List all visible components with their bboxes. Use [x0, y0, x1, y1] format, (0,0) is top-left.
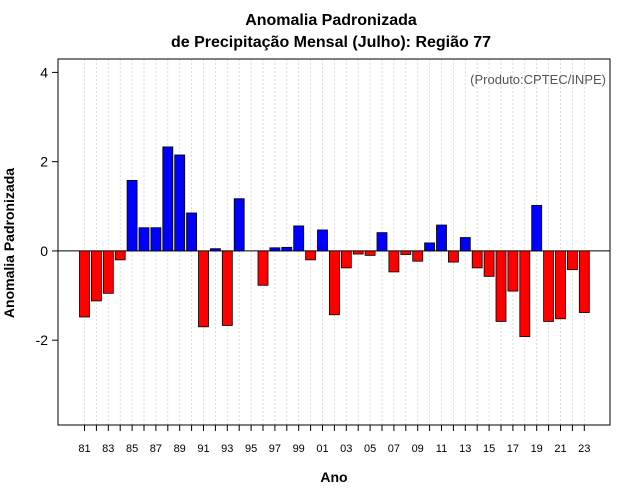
y-tick-label: 2: [40, 154, 48, 170]
bar-83: [102, 250, 114, 294]
bar-20: [543, 250, 554, 322]
bar-17: [507, 250, 519, 292]
x-tick-label: 85: [126, 443, 138, 455]
x-tick-label: 83: [102, 443, 114, 455]
bar-03: [340, 250, 352, 269]
bar-89: [174, 154, 186, 252]
bar-98: [281, 246, 293, 252]
bar-16: [495, 250, 507, 322]
x-axis: 81 83 85 87 89 91 93 95 97 99 01 03 05 07 09 11 13 15 17 19…: [78, 425, 590, 455]
x-tick-label: 09: [412, 443, 424, 455]
x-tick-label: 15: [483, 443, 495, 455]
bar-02: [328, 250, 340, 316]
bar-11: [436, 224, 447, 252]
bar-00: [305, 250, 317, 261]
bar-08: [400, 250, 412, 255]
x-tick-label: 05: [364, 443, 376, 455]
vertical-gridlines: [84, 59, 585, 425]
bar-93: [221, 250, 233, 326]
x-axis-label: Ano: [320, 469, 347, 485]
bar-01: [317, 229, 328, 252]
x-tick-label: 99: [293, 443, 305, 455]
bar-86: [138, 227, 150, 252]
x-tick-label: 97: [269, 443, 281, 455]
bar-04: [352, 250, 364, 255]
bar-09: [412, 250, 424, 262]
y-axis: -2 0 2 4: [36, 64, 58, 348]
chart-subtitle: de Precipitação Mensal (Julho): Região 7…: [171, 34, 491, 51]
bar-19: [531, 204, 543, 252]
bar-92: [209, 248, 221, 252]
x-tick-label: 11: [436, 443, 447, 455]
x-tick-label: 19: [531, 443, 543, 455]
y-tick-label: -2: [36, 332, 49, 348]
x-tick-label: 91: [197, 443, 209, 455]
bar-91: [198, 250, 209, 328]
bar-23: [578, 250, 590, 313]
bar-22: [567, 250, 578, 271]
x-tick-label: 01: [316, 443, 328, 455]
bar-14: [471, 250, 483, 269]
bar-82: [91, 250, 102, 302]
x-tick-label: 81: [78, 443, 90, 455]
x-tick-label: 95: [245, 443, 257, 455]
bar-15: [483, 250, 495, 277]
bar-12: [447, 250, 459, 263]
x-tick-label: 89: [174, 443, 186, 455]
bars: [79, 146, 590, 338]
x-tick-label: 13: [459, 443, 471, 455]
bar-97: [269, 247, 281, 252]
bar-99: [293, 225, 305, 252]
x-tick-label: 23: [578, 443, 590, 455]
bar-07: [388, 250, 400, 273]
bar-06: [376, 232, 388, 252]
bar-85: [126, 180, 138, 252]
x-tick-label: 87: [150, 443, 162, 455]
bar-94: [233, 198, 245, 252]
bar-81: [79, 250, 90, 318]
x-tick-label: 07: [388, 443, 400, 455]
x-tick-label: 93: [221, 443, 233, 455]
bar-96: [257, 250, 269, 286]
credit-label: (Produto:CPTEC/INPE): [470, 72, 606, 87]
bar-10: [424, 242, 436, 252]
bar-18: [519, 250, 531, 338]
bar-84: [114, 250, 126, 261]
bar-05: [364, 250, 376, 256]
x-tick-label: 21: [554, 443, 566, 455]
bar-88: [162, 146, 174, 252]
chart-title: Anomalia Padronizada: [245, 12, 417, 29]
y-tick-label: 0: [40, 243, 48, 259]
bar-90: [186, 212, 198, 252]
x-tick-label: 03: [340, 443, 352, 455]
bar-87: [150, 227, 162, 252]
x-tick-label: 17: [507, 443, 519, 455]
bar-13: [459, 237, 471, 252]
y-tick-label: 4: [40, 64, 48, 80]
y-axis-label: Anomalia Padronizada: [1, 168, 17, 318]
bar-21: [555, 250, 566, 320]
